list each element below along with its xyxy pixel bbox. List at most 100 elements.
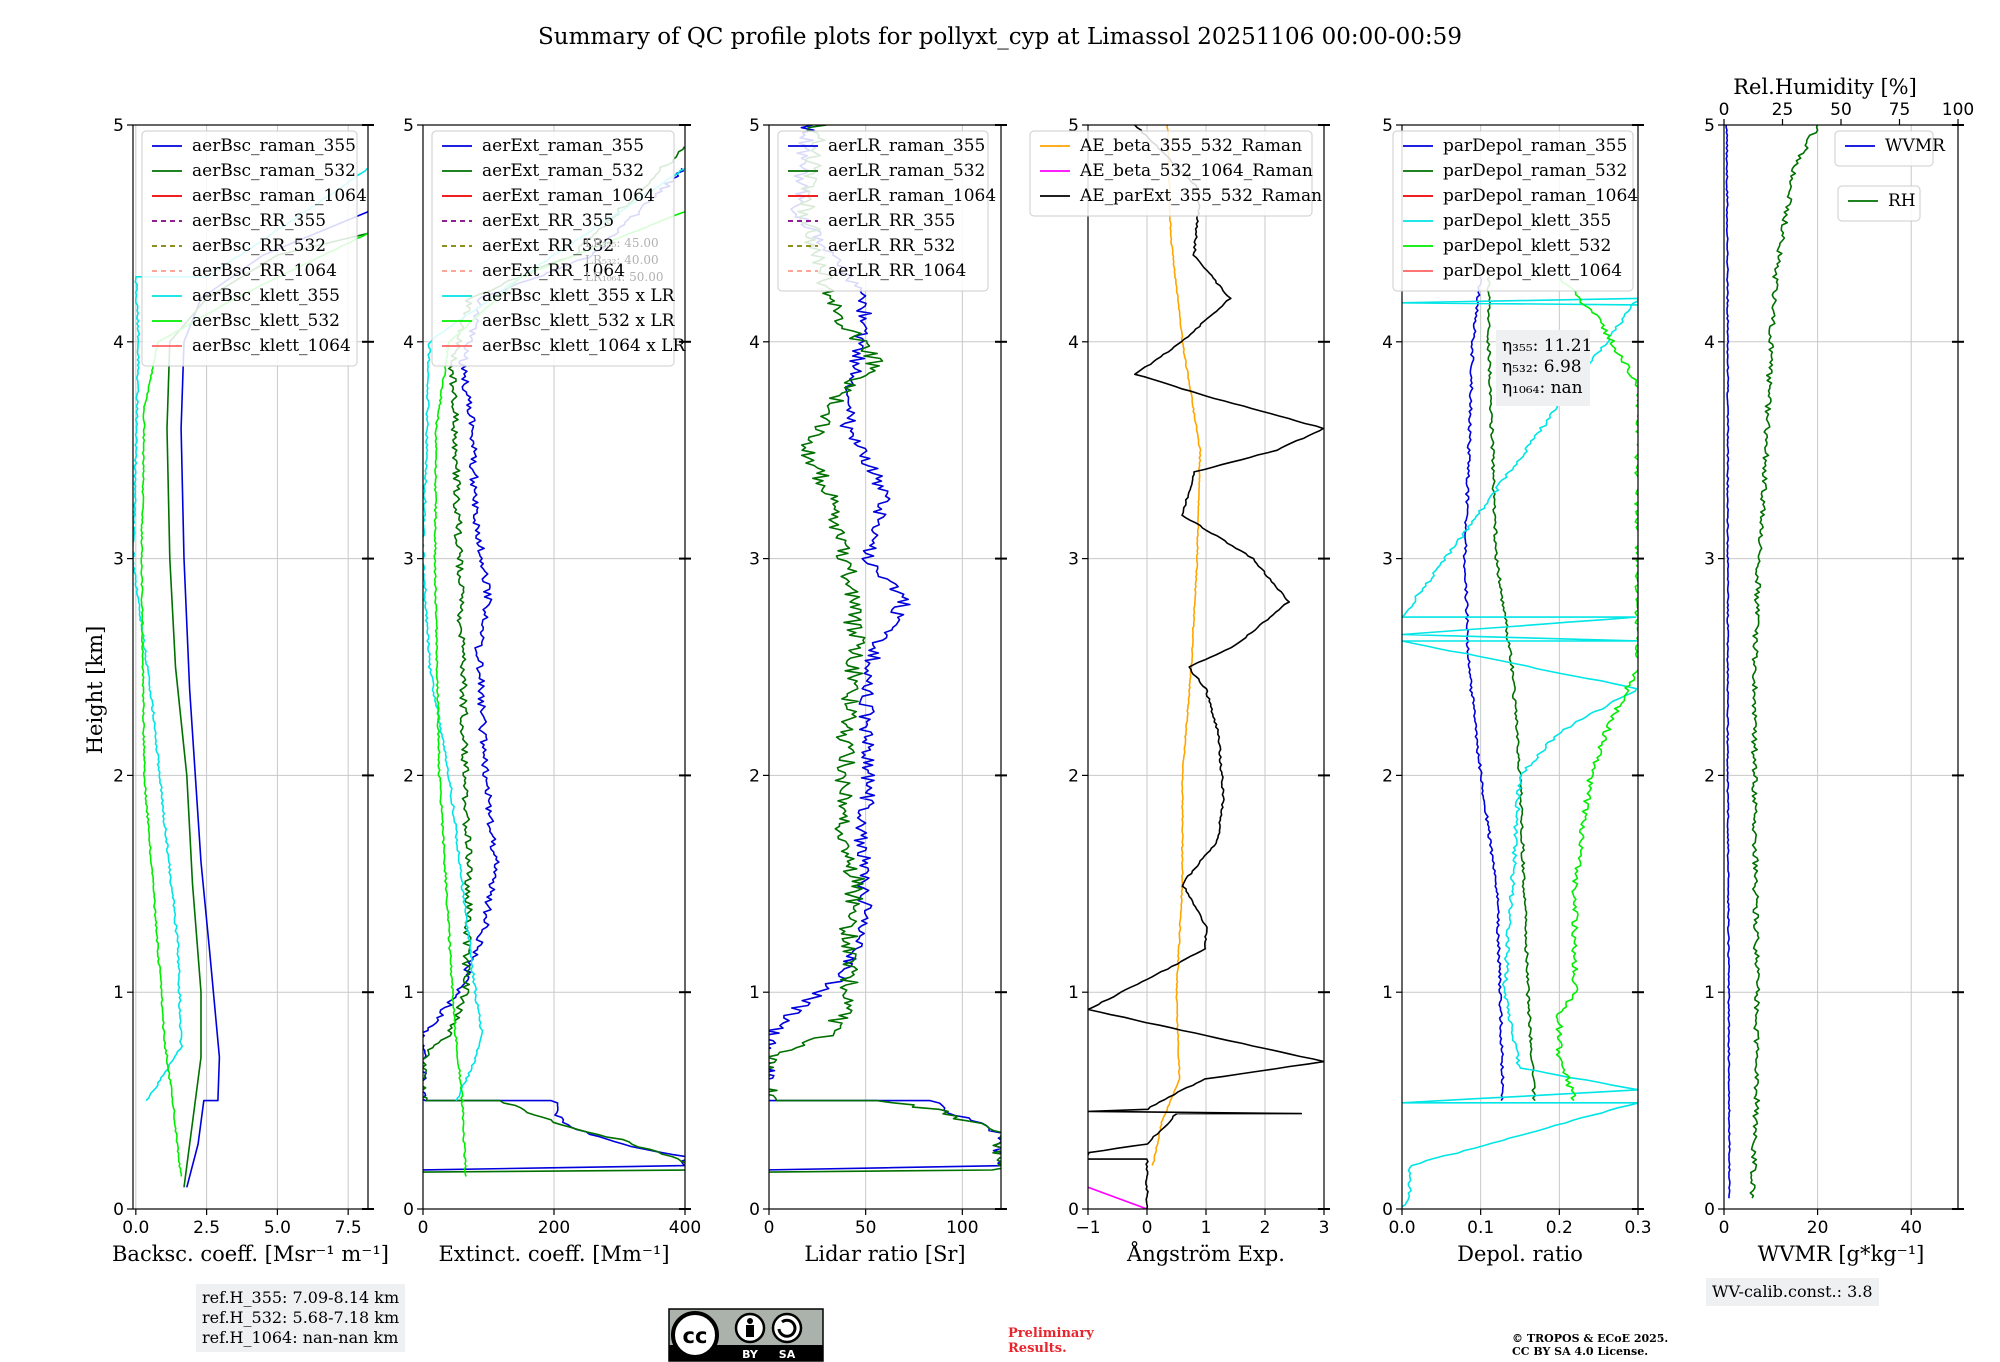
y-tick-label: 3: [1382, 550, 1393, 570]
grid: [1723, 124, 1958, 1210]
legend: AE_beta_355_532_Raman AE_beta_532_1064_Ra…: [1029, 130, 1322, 217]
wv-calib-box: WV-calib.const.: 3.8: [1706, 1278, 1879, 1306]
series-AE_beta_355_532_Raman: [1151, 125, 1202, 1166]
legend-frame: [141, 130, 358, 367]
y-tick-label: 1: [749, 983, 760, 1003]
legend-label: aerExt_raman_1064: [482, 186, 655, 206]
y-tick-label: 2: [1382, 766, 1393, 786]
x-tick-label: 400: [669, 1218, 701, 1238]
legend-label: parDepol_raman_1064: [1443, 186, 1638, 206]
legend-label: aerExt_RR_355: [482, 211, 614, 231]
ref-height-box: ref.H_355: 7.09-8.14 km ref.H_532: 5.68-…: [196, 1284, 406, 1352]
y-axis-label: Height [km]: [83, 626, 107, 755]
y-tick-label: 5: [749, 116, 760, 136]
backscatter-panel: 0.0 2.5 5.0 7.5 0 1 2 3 4 5 Backsc. coeff. [Msr⁻¹ …: [112, 116, 389, 1266]
copyright-note: © TROPOS & ECoE 2025. CC BY SA 4.0 Licen…: [1512, 1332, 1668, 1358]
series-RH: [1749, 125, 1819, 1199]
wv-calib-text: WV-calib.const.: 3.8: [1712, 1282, 1873, 1301]
x-axis-label: Lidar ratio [Sr]: [804, 1242, 965, 1266]
series-parDepol_klett_355: [1402, 297, 1638, 1209]
x-tick-label: 0: [418, 1218, 429, 1238]
series-parDepol_klett_532: [1555, 276, 1638, 1102]
depolarization-panel: 0.0 0.1 0.2 0.3 0 1 2 3 4 5 Depol. ratio parDepol_r…: [1382, 116, 1651, 1266]
legend-label: AE_beta_532_1064_Raman: [1079, 161, 1313, 181]
legend-frame: [1834, 130, 1934, 167]
y-tick-label: 4: [403, 333, 414, 353]
y-tick-label: 5: [113, 116, 124, 136]
y-tick-label: 4: [749, 333, 760, 353]
legend-frame: [1392, 130, 1634, 292]
legend-label: aerLR_raman_532: [828, 161, 985, 181]
y-tick-label: 1: [403, 983, 414, 1003]
plot-frame: [1723, 124, 1959, 1210]
series-aerBsc_raman_532: [166, 232, 368, 1188]
x-tick-label: 50: [855, 1218, 877, 1238]
legend-rh: RH: [1837, 185, 1921, 222]
x-tick-label: 1: [1201, 1218, 1212, 1238]
y-tick-label: 5: [1382, 116, 1393, 136]
legend: aerBsc_raman_355 aerBsc_raman_532 aerBsc_r…: [141, 130, 367, 367]
y-tick-label: 4: [1068, 333, 1079, 353]
x-tick-label: 2.5: [193, 1218, 220, 1238]
eta-box: [1496, 330, 1590, 406]
y-tick-label: 5: [403, 116, 414, 136]
preliminary-line-2: Results.: [1008, 1341, 1067, 1356]
ref-height-1064: ref.H_1064: nan-nan km: [202, 1328, 399, 1347]
x-tick-label: 2: [1260, 1218, 1271, 1238]
series-aerLR_raman_355: [769, 125, 1001, 1171]
license-sa: SA: [779, 1348, 796, 1361]
cc-icon: [671, 1311, 719, 1359]
license-by: BY: [742, 1348, 759, 1361]
rh-axis-label: Rel.Humidity [%]: [1733, 75, 1917, 99]
svg-text:cc: cc: [683, 1324, 708, 1348]
legend: WVMR: [1834, 130, 1946, 167]
y-tick-label: 0: [1382, 1200, 1393, 1220]
preliminary-note: Preliminary Results.: [1008, 1326, 1094, 1356]
lr-1064: LR₁₀₆₄: 50.00: [585, 270, 663, 284]
x-tick-label: 0.0: [1388, 1218, 1415, 1238]
y-tick-label: 3: [113, 550, 124, 570]
series-parDepol_raman_355: [1462, 276, 1505, 1102]
figure-title: Summary of QC profile plots for pollyxt_…: [538, 24, 1462, 50]
legend-label: RH: [1888, 191, 1916, 211]
y-tick-label: 0: [1068, 1200, 1079, 1220]
legend: aerExt_raman_355 aerExt_raman_532 aerExt_r…: [431, 130, 686, 367]
x-axis-label: Depol. ratio: [1457, 1242, 1583, 1266]
x2-tick-label: 50: [1830, 100, 1852, 120]
y-tick-label: 0: [113, 1200, 124, 1220]
x-tick-label: 100: [946, 1218, 978, 1238]
y-tick-label: 2: [113, 766, 124, 786]
y-tick-label: 0: [403, 1200, 414, 1220]
y-tick-label: 3: [749, 550, 760, 570]
x-axis-label: Extinct. coeff. [Mm⁻¹]: [438, 1242, 669, 1266]
legend: aerLR_raman_355 aerLR_raman_532 aerLR_rama…: [777, 130, 996, 292]
x-tick-label: 40: [1900, 1218, 1922, 1238]
extinction-panel: 0 200 400 0 1 2 3 4 5 Extinct. coeff. [Mm⁻¹] aerEx…: [403, 116, 701, 1266]
y-tick-label: 4: [1704, 333, 1715, 353]
y-tick-label: 5: [1068, 116, 1079, 136]
y-tick-label: 1: [1382, 983, 1393, 1003]
legend-label: aerExt_RR_1064: [482, 261, 625, 281]
x-tick-label: 0.3: [1624, 1218, 1651, 1238]
y-tick-label: 3: [1068, 550, 1079, 570]
legend-label: aerLR_RR_355: [828, 211, 955, 231]
y-tick-label: 2: [1068, 766, 1079, 786]
series-aerBsc_klett_532 x LR: [433, 210, 685, 1177]
x-tick-label: 0: [764, 1218, 775, 1238]
plot-frame: [132, 124, 369, 1210]
series-parDepol_raman_532: [1486, 276, 1537, 1102]
legend-label: aerBsc_klett_355 x LR: [482, 286, 676, 306]
series-group: [1402, 276, 1638, 1209]
x-tick-label: 0.2: [1546, 1218, 1573, 1238]
legend-label: parDepol_klett_1064: [1443, 261, 1622, 281]
ref-height-355: ref.H_355: 7.09-8.14 km: [202, 1288, 400, 1307]
y-tick-label: 4: [1382, 333, 1393, 353]
x-axis-label: WVMR [g*kg⁻¹]: [1758, 1242, 1925, 1266]
legend-label: aerExt_raman_532: [482, 161, 644, 181]
y-tick-label: 1: [1068, 983, 1079, 1003]
y-tick-label: 0: [1704, 1200, 1715, 1220]
legend-label: aerBsc_klett_532 x LR: [482, 311, 676, 331]
x2-tick-label: 100: [1942, 100, 1974, 120]
